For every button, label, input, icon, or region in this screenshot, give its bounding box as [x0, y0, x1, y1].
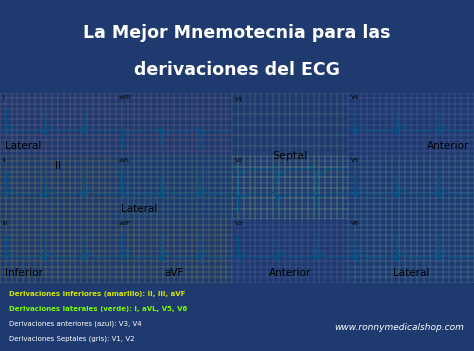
Text: Septal: Septal	[273, 151, 308, 161]
Text: V5: V5	[351, 158, 359, 163]
Text: aVR: aVR	[118, 95, 131, 100]
Text: aVL: aVL	[118, 158, 130, 163]
Text: Anterior: Anterior	[269, 267, 311, 278]
Text: V3: V3	[235, 221, 243, 226]
Text: V1: V1	[235, 97, 243, 102]
Text: aVF: aVF	[118, 221, 130, 226]
Text: Derivaciones Septales (gris): V1, V2: Derivaciones Septales (gris): V1, V2	[9, 336, 135, 343]
Text: Derivaciones laterales (verde): I, aVL, V5, V6: Derivaciones laterales (verde): I, aVL, …	[9, 306, 188, 312]
Text: V2: V2	[235, 158, 243, 163]
Text: I: I	[2, 95, 4, 100]
Text: aVF: aVF	[164, 267, 184, 278]
Text: V6: V6	[351, 221, 359, 226]
Text: Lateral: Lateral	[393, 267, 429, 278]
Text: V4: V4	[351, 95, 359, 100]
Text: Lateral: Lateral	[121, 204, 157, 214]
Text: derivaciones del ECG: derivaciones del ECG	[134, 61, 340, 79]
Text: III: III	[2, 221, 8, 226]
Text: Derivaciones inferiores (amarillo): II, III, aVF: Derivaciones inferiores (amarillo): II, …	[9, 291, 186, 297]
Text: II: II	[2, 158, 6, 163]
Text: Derivaciones anteriores (azul): V3, V4: Derivaciones anteriores (azul): V3, V4	[9, 321, 142, 327]
Text: www.ronnymedicalshop.com: www.ronnymedicalshop.com	[335, 323, 465, 332]
Text: II: II	[55, 161, 61, 171]
Text: La Mejor Mnemotecnia para las: La Mejor Mnemotecnia para las	[83, 24, 391, 41]
Text: Inferior: Inferior	[5, 267, 43, 278]
Text: Lateral: Lateral	[5, 141, 41, 151]
Text: Anterior: Anterior	[427, 141, 469, 151]
